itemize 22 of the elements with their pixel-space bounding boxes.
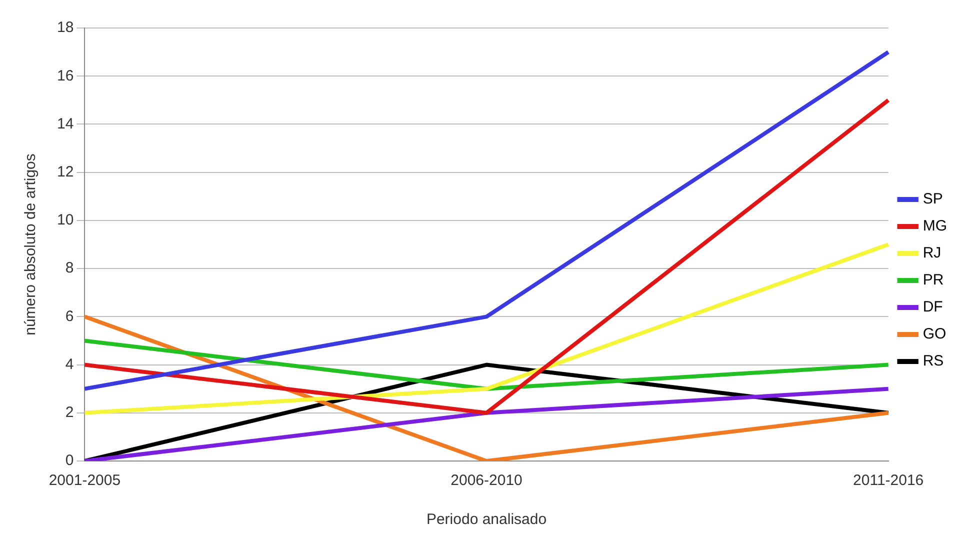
y-tick-label: 10 <box>56 212 74 229</box>
y-axis-title: número absoluto de artigos <box>22 154 40 336</box>
y-tick-label: 14 <box>56 115 74 132</box>
legend-label: RS <box>922 352 944 370</box>
y-tick-label: 16 <box>56 67 74 84</box>
legend-label: SP <box>922 190 943 208</box>
x-tick-label: 2006-2010 <box>450 472 522 490</box>
y-tick-label: 8 <box>65 260 74 277</box>
y-tick-label: 18 <box>56 19 74 36</box>
y-tick-label: 12 <box>56 163 74 180</box>
legend-label: MG <box>922 218 948 235</box>
x-tick-label: 2011-2016 <box>853 472 924 490</box>
legend-label: PR <box>922 272 944 289</box>
legend-label: RJ <box>922 244 942 262</box>
y-tick-label: 4 <box>65 356 74 373</box>
y-tick-label: 0 <box>65 452 74 470</box>
legend-label: GO <box>922 326 946 343</box>
y-tick-label: 2 <box>65 404 74 422</box>
legend-label: DF <box>922 298 943 316</box>
x-axis-title: Periodo analisado <box>426 511 547 528</box>
y-tick-label: 6 <box>65 308 74 325</box>
x-tick-label: 2001-2005 <box>48 472 121 490</box>
